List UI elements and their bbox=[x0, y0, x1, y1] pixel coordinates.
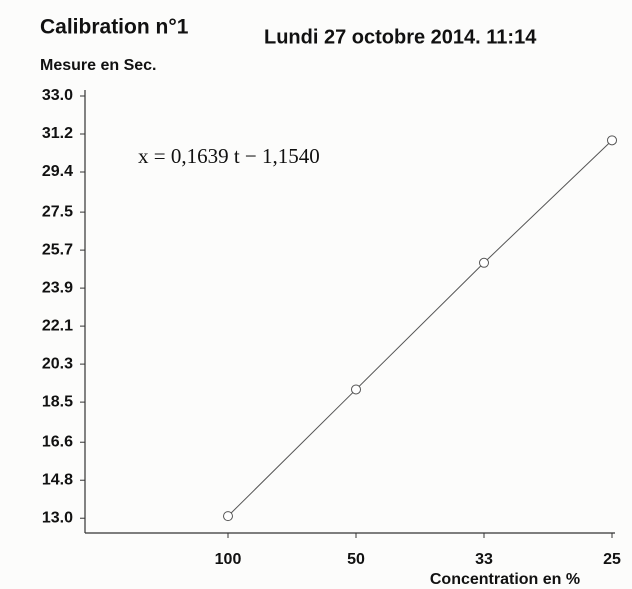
y-tick-label: 16.6 bbox=[42, 433, 73, 450]
y-tick-label: 31.2 bbox=[42, 125, 73, 142]
x-axis-label: Concentration en % bbox=[430, 571, 580, 588]
point bbox=[607, 135, 617, 146]
y-tick-label: 22.1 bbox=[42, 317, 73, 334]
x-tick-label: 33 bbox=[475, 551, 493, 568]
y-tick-label: 13.0 bbox=[42, 509, 73, 526]
x-tick-label: 50 bbox=[347, 551, 365, 568]
chart-title: Calibration n°1 bbox=[40, 16, 189, 39]
point bbox=[351, 384, 361, 395]
x-tick-label: 100 bbox=[215, 551, 242, 568]
y-axis-label: Mesure en Sec. bbox=[40, 57, 157, 74]
x-tick-label: 25 bbox=[603, 551, 621, 568]
y-tick-label: 29.4 bbox=[42, 163, 73, 180]
equation: x = 0,1639 t − 1,1540 bbox=[138, 144, 320, 168]
chart-subtitle: Lundi 27 octobre 2014. 11:14 bbox=[264, 26, 537, 48]
y-tick-label: 20.3 bbox=[42, 355, 73, 372]
y-tick-label: 27.5 bbox=[42, 203, 73, 220]
point bbox=[223, 511, 233, 522]
y-tick-label: 18.5 bbox=[42, 393, 73, 410]
line bbox=[227, 139, 613, 517]
y-tick-label: 33.0 bbox=[42, 87, 73, 104]
y-tick-label: 25.7 bbox=[42, 241, 73, 258]
y-tick-label: 23.9 bbox=[42, 279, 73, 296]
y-tick-label: 14.8 bbox=[42, 471, 73, 488]
point bbox=[479, 257, 489, 268]
